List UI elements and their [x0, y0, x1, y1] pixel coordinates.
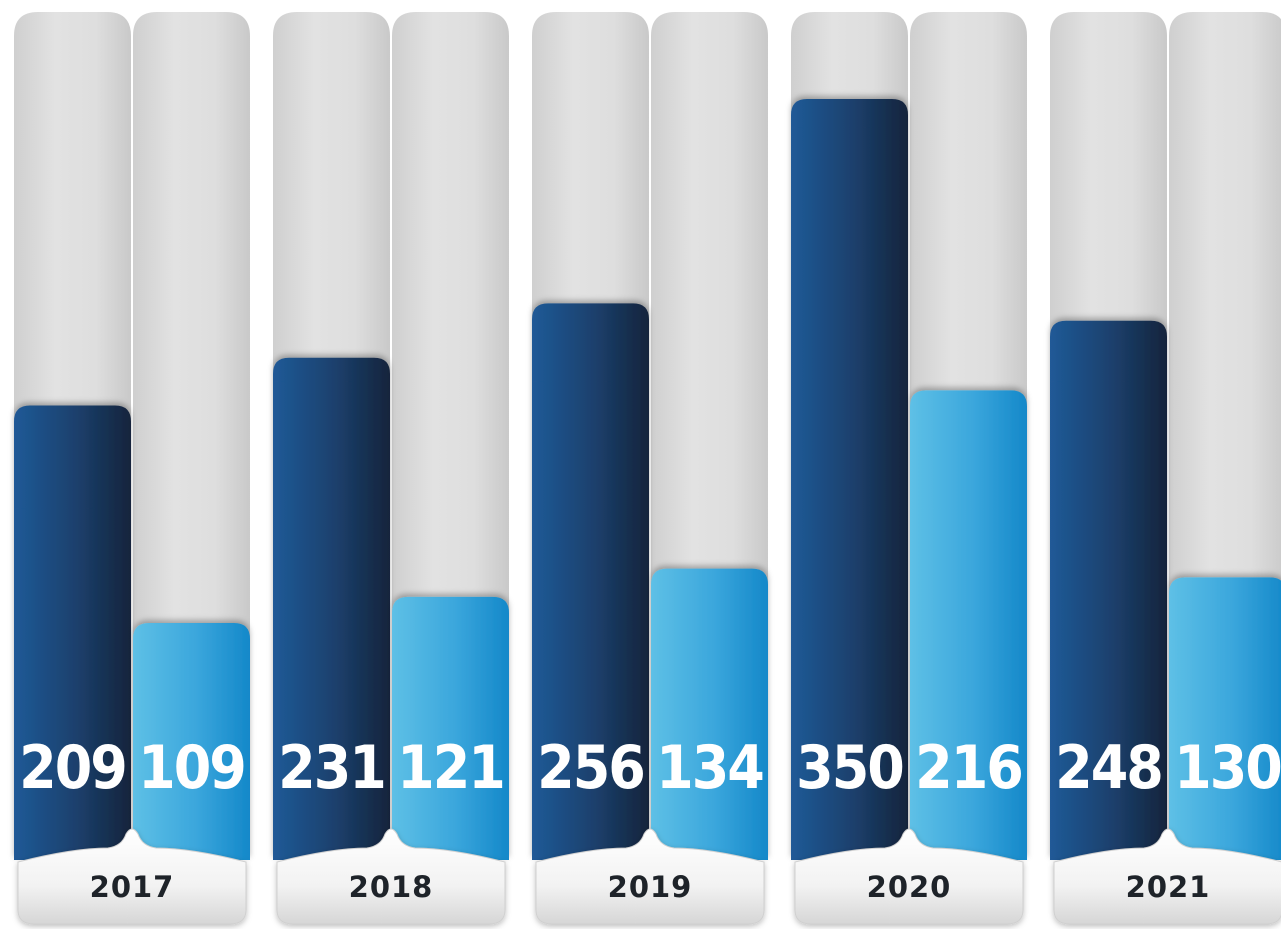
bar-dark-2021 — [1050, 320, 1167, 860]
value-label-light-2018: 121 — [397, 733, 504, 803]
value-label-dark-2021: 248 — [1055, 733, 1162, 803]
value-label-dark-2019: 256 — [537, 733, 644, 803]
value-label-light-2017: 109 — [138, 733, 245, 803]
value-label-dark-2017: 209 — [19, 733, 126, 803]
year-base-2020 — [794, 828, 1024, 925]
value-label-dark-2020: 350 — [796, 733, 903, 803]
year-label-2017: 2017 — [90, 870, 175, 904]
value-label-light-2019: 134 — [656, 733, 763, 803]
bars-layer — [14, 98, 1281, 860]
bar-light-2021 — [1169, 577, 1281, 860]
year-label-2018: 2018 — [349, 870, 434, 904]
year-base-2021 — [1053, 828, 1281, 925]
year-base-2018 — [276, 828, 506, 925]
year-base-2017 — [17, 828, 247, 925]
value-label-light-2020: 216 — [915, 733, 1022, 803]
bar-light-2018 — [392, 596, 509, 860]
base-layer — [17, 828, 1281, 925]
year-base-2019 — [535, 828, 765, 925]
bar-light-2020 — [910, 390, 1027, 860]
year-label-2019: 2019 — [608, 870, 693, 904]
bar-dark-2019 — [532, 303, 649, 860]
year-label-2021: 2021 — [1126, 870, 1211, 904]
year-label-2020: 2020 — [867, 870, 952, 904]
bar-dark-2018 — [273, 357, 390, 860]
labels-layer: 209 109 2017 231 121 2018 256 134 2019 350 216 2020… — [19, 733, 1281, 904]
value-label-light-2021: 130 — [1174, 733, 1281, 803]
bar-dark-2017 — [14, 405, 131, 860]
bar-dark-2020 — [791, 98, 908, 860]
bar-light-2019 — [651, 568, 768, 860]
value-label-dark-2018: 231 — [278, 733, 385, 803]
bar-light-2017 — [133, 622, 250, 860]
